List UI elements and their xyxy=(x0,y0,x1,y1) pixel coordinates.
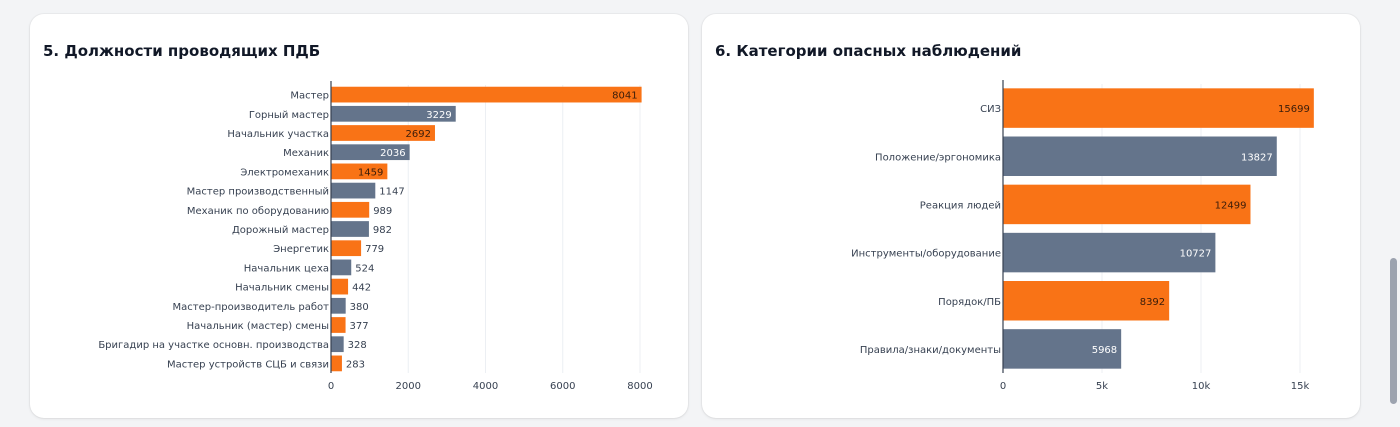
x-tick-label: 6000 xyxy=(550,381,575,392)
categories-bar-chart: СИЗ 15699 Положение/эргономика 13827 Реакция… xyxy=(851,80,1314,392)
bar xyxy=(331,240,362,257)
category-label: Энергетик xyxy=(273,244,329,255)
x-tick-label: 10k xyxy=(1192,381,1211,392)
data-label: 380 xyxy=(350,302,369,313)
data-label: 989 xyxy=(373,206,392,217)
bar xyxy=(331,317,346,333)
bar xyxy=(1003,136,1277,176)
category-label: Положение/эргономика xyxy=(875,152,1001,163)
data-label: 524 xyxy=(355,263,374,274)
x-tick-label: 8000 xyxy=(627,381,652,392)
bar xyxy=(331,125,435,141)
category-label: Механик по оборудованию xyxy=(187,206,329,217)
x-tick-label: 5k xyxy=(1096,381,1108,392)
bar xyxy=(331,221,369,237)
bar xyxy=(331,163,388,180)
data-label: 442 xyxy=(352,283,371,294)
chart-card-categories: 6. Категории опасных наблюдений СИЗ 15699… xyxy=(702,14,1360,418)
scrollbar-thumb[interactable] xyxy=(1390,258,1397,404)
category-label: Начальник (мастер) смены xyxy=(187,321,329,332)
data-label: 328 xyxy=(348,340,367,351)
bar xyxy=(331,144,410,161)
x-tick-label: 15k xyxy=(1291,381,1310,392)
x-tick-label: 0 xyxy=(1000,381,1006,392)
category-label: Дорожный мастер xyxy=(232,225,329,236)
category-label: Начальник смены xyxy=(235,283,329,294)
x-tick-label: 2000 xyxy=(396,381,421,392)
bar xyxy=(331,355,342,372)
data-label: 13827 xyxy=(1241,152,1273,163)
bar xyxy=(1003,281,1170,321)
bar xyxy=(1003,184,1251,225)
category-label: СИЗ xyxy=(980,104,1001,115)
category-label: Механик xyxy=(283,148,329,159)
data-label: 1147 xyxy=(379,187,404,198)
data-label: 3229 xyxy=(426,110,451,121)
bar xyxy=(1003,88,1314,128)
data-label: 283 xyxy=(346,359,365,370)
category-label: Электромеханик xyxy=(240,167,329,178)
category-label: Начальник участка xyxy=(227,129,329,140)
category-label: Порядок/ПБ xyxy=(938,297,1001,308)
chart-title: 6. Категории опасных наблюдений xyxy=(715,42,1022,60)
bar xyxy=(331,182,376,199)
positions-bar-chart: Мастер 8041 Горный мастер 3229 Начальник уча… xyxy=(98,81,653,392)
bar xyxy=(1003,232,1216,273)
category-label: Мастер устройств СЦБ и связи xyxy=(167,359,329,370)
bar xyxy=(331,86,642,103)
bar xyxy=(331,336,344,353)
page-scrollbar[interactable] xyxy=(1386,0,1400,427)
chart-card-positions: 5. Должности проводящих ПДБ Мастер 8041 Го… xyxy=(30,14,688,418)
data-label: 982 xyxy=(373,225,392,236)
data-label: 2692 xyxy=(406,129,431,140)
data-label: 2036 xyxy=(380,148,405,159)
data-label: 5968 xyxy=(1092,345,1117,356)
bar xyxy=(331,105,456,122)
data-label: 8392 xyxy=(1140,297,1165,308)
data-label: 779 xyxy=(365,244,384,255)
category-label: Правила/знаки/документы xyxy=(860,345,1001,356)
category-label: Реакция людей xyxy=(920,200,1001,211)
category-label: Горный мастер xyxy=(249,110,329,121)
bar xyxy=(331,201,370,218)
chart-title: 5. Должности проводящих ПДБ xyxy=(43,42,321,60)
data-label: 15699 xyxy=(1278,104,1310,115)
category-label: Инструменты/оборудование xyxy=(851,249,1001,260)
bar xyxy=(331,259,352,276)
category-label: Начальник цеха xyxy=(244,263,329,274)
bar xyxy=(331,278,349,295)
x-tick-label: 4000 xyxy=(473,381,498,392)
data-label: 377 xyxy=(350,321,369,332)
data-label: 8041 xyxy=(612,91,637,102)
data-label: 10727 xyxy=(1180,249,1212,260)
category-label: Мастер xyxy=(290,91,329,102)
category-label: Мастер производственный xyxy=(187,187,329,198)
data-label: 12499 xyxy=(1215,200,1247,211)
category-label: Бригадир на участке основн. производства xyxy=(98,340,329,351)
bar xyxy=(331,297,346,314)
bar xyxy=(1003,329,1122,369)
category-label: Мастер-производитель работ xyxy=(173,302,330,313)
data-label: 1459 xyxy=(358,167,383,178)
x-tick-label: 0 xyxy=(328,381,334,392)
